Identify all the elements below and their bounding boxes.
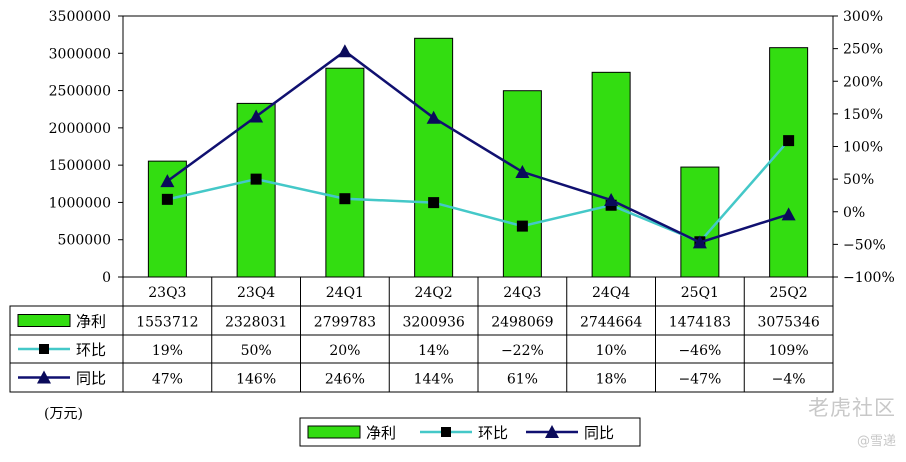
point-同比-23Q4 <box>249 109 264 123</box>
data-label-同比: 61% <box>507 372 538 388</box>
plot-frame <box>122 15 834 278</box>
right-tick-label: 100% <box>843 140 883 156</box>
category-label: 25Q1 <box>681 285 719 301</box>
bar-25Q1 <box>680 166 720 278</box>
bar-23Q4 <box>236 102 276 278</box>
table-series-name: 净利 <box>76 313 106 331</box>
right-tick-label: 0% <box>843 205 865 221</box>
point-同比-25Q2 <box>781 207 796 221</box>
right-tick-label: 50% <box>843 172 874 188</box>
right-tick-label: −50% <box>843 237 886 253</box>
data-label-同比: −47% <box>678 372 721 388</box>
data-label-净利: 2744664 <box>580 315 642 331</box>
legend-label-同比: 同比 <box>584 424 614 442</box>
legend-key-marker-同比 <box>545 425 559 438</box>
data-label-净利: 3075346 <box>757 315 819 331</box>
left-tick-label: 3000000 <box>49 46 111 62</box>
point-环比-23Q4 <box>250 173 262 185</box>
data-label-环比: 109% <box>769 343 809 359</box>
category-label: 24Q4 <box>592 285 630 301</box>
legend-key-净利 <box>307 425 361 439</box>
axes: 0 500000 1000000 1500000 2000000 2500000 30000… <box>49 9 895 286</box>
line-series <box>160 44 796 249</box>
data-label-同比: 246% <box>325 372 365 388</box>
data-table: 23Q3 23Q4 24Q1 24Q2 24Q3 24Q4 25Q1 25Q2 净利 155371… <box>9 276 834 393</box>
bar-24Q3 <box>502 90 542 278</box>
watermark-user: @雪递 <box>856 434 896 449</box>
right-tick-label: −100% <box>843 270 895 286</box>
left-tick-label: 2500000 <box>49 84 111 100</box>
legend-key-marker-环比 <box>39 344 49 354</box>
legend-key-marker-环比 <box>441 427 451 437</box>
data-label-净利: 2498069 <box>491 315 553 331</box>
right-tick-label: 150% <box>843 107 883 123</box>
bar-24Q2 <box>414 37 454 278</box>
data-label-环比: 20% <box>329 343 360 359</box>
point-同比-23Q3 <box>160 174 175 188</box>
right-tick-label: 200% <box>843 74 883 90</box>
bar-series <box>147 37 809 278</box>
data-label-环比: 10% <box>596 343 627 359</box>
data-label-环比: −46% <box>678 343 721 359</box>
data-label-同比: 18% <box>596 372 627 388</box>
legend-key-marker-同比 <box>37 370 51 384</box>
table-series-name: 同比 <box>76 370 106 388</box>
point-环比-24Q3 <box>516 220 528 232</box>
unit-label: (万元) <box>44 406 83 422</box>
left-tick-label: 2000000 <box>49 121 111 137</box>
bar-24Q4 <box>591 71 631 278</box>
right-tick-label: 250% <box>843 42 883 58</box>
point-环比-23Q3 <box>161 193 173 205</box>
left-tick-label: 500000 <box>58 233 111 249</box>
point-同比-25Q1 <box>692 235 707 249</box>
table-series-name: 环比 <box>76 341 106 359</box>
data-label-同比: −4% <box>772 372 806 388</box>
bar-24Q1 <box>325 67 365 278</box>
point-同比-24Q4 <box>604 193 619 207</box>
data-label-环比: 19% <box>152 343 183 359</box>
category-label: 24Q3 <box>503 285 541 301</box>
category-label: 23Q3 <box>148 285 186 301</box>
legend-label-环比: 环比 <box>478 424 508 442</box>
bar-25Q2 <box>769 47 809 278</box>
right-tick-label: 300% <box>843 9 883 25</box>
point-环比-24Q1 <box>339 193 351 205</box>
data-label-环比: −22% <box>501 343 544 359</box>
category-label: 23Q4 <box>237 285 275 301</box>
data-label-净利: 2328031 <box>225 315 287 331</box>
data-label-净利: 3200936 <box>402 315 464 331</box>
data-label-环比: 14% <box>418 343 449 359</box>
category-label: 24Q1 <box>326 285 364 301</box>
point-同比-24Q2 <box>426 110 441 124</box>
point-同比-24Q3 <box>515 164 530 178</box>
watermark-brand: 老虎社区 <box>808 396 896 420</box>
left-tick-label: 3500000 <box>49 9 111 25</box>
data-label-同比: 146% <box>236 372 276 388</box>
category-label: 24Q2 <box>415 285 453 301</box>
legend-label-净利: 净利 <box>366 424 396 442</box>
left-tick-label: 1000000 <box>49 195 111 211</box>
point-环比-24Q2 <box>428 197 440 209</box>
legend-box <box>299 417 641 447</box>
data-label-同比: 144% <box>414 372 454 388</box>
left-tick-label: 1500000 <box>49 158 111 174</box>
left-tick-label: 0 <box>102 270 111 286</box>
data-label-净利: 1553712 <box>136 315 198 331</box>
data-label-环比: 50% <box>241 343 272 359</box>
point-环比-25Q2 <box>783 135 795 147</box>
data-label-净利: 1474183 <box>669 315 731 331</box>
legend: 净利 环比 同比 <box>299 417 641 447</box>
point-同比-24Q1 <box>337 44 352 58</box>
category-label: 25Q2 <box>770 285 808 301</box>
data-label-净利: 2799783 <box>314 315 376 331</box>
data-label-同比: 47% <box>152 372 183 388</box>
line-同比 <box>166 49 789 244</box>
legend-key-净利 <box>17 314 71 327</box>
